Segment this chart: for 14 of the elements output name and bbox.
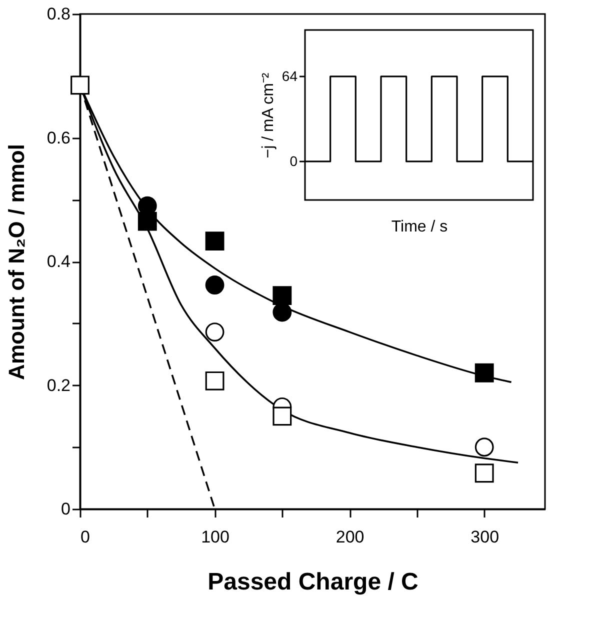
- y-tick-label: 0.2: [46, 376, 70, 395]
- x-tick-label: 200: [336, 528, 364, 546]
- x-axis-title: Time / s: [391, 218, 448, 236]
- y-tick-label: 0: [61, 500, 70, 518]
- y-tick-label: 0.6: [46, 128, 70, 148]
- x-tick-label: 100: [201, 528, 230, 546]
- y-tick-label: 0.8: [46, 4, 70, 24]
- y-tick-label: 0.4: [46, 252, 70, 271]
- x-tick-label: 0: [80, 528, 90, 546]
- y-tick-label: 64: [282, 68, 298, 84]
- x-axis-title: Passed Charge / C: [208, 568, 418, 596]
- y-axis-title: Amount of N₂O / mmol: [4, 144, 29, 380]
- x-tick-label: 300: [470, 528, 500, 546]
- y-axis-title: −j / mA cm⁻²: [260, 72, 277, 158]
